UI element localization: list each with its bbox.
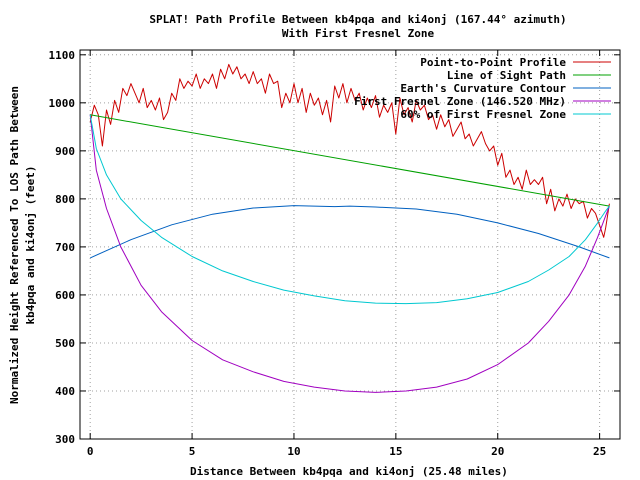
y-tick-label: 600 xyxy=(55,289,75,302)
series-line-earth-s-curvature-contour xyxy=(89,205,610,259)
x-tick-label: 5 xyxy=(189,445,196,458)
y-tick-label: 800 xyxy=(55,193,75,206)
y-tick-label: 400 xyxy=(55,385,75,398)
y-tick-label: 500 xyxy=(55,337,75,350)
series-line-line-of-sight-path xyxy=(90,114,610,207)
y-tick-label: 300 xyxy=(55,433,75,446)
chart-title: SPLAT! Path Profile Between kb4pqa and k… xyxy=(149,13,566,26)
y-tick-label: 900 xyxy=(55,145,75,158)
legend-label: First Fresnel Zone (146.520 MHz) xyxy=(354,95,566,108)
y-tick-label: 700 xyxy=(55,241,75,254)
legend-label: Earth's Curvature Contour xyxy=(400,82,566,95)
chart-subtitle: With First Fresnel Zone xyxy=(282,27,435,40)
y-axis-label-line1: Normalized Height Referenced To LOS Path… xyxy=(8,86,21,404)
x-axis-label: Distance Between kb4pqa and ki4onj (25.4… xyxy=(190,465,508,478)
x-tick-label: 10 xyxy=(287,445,300,458)
grid xyxy=(80,50,620,440)
legend-label: Line of Sight Path xyxy=(447,69,566,82)
x-tick-label: 15 xyxy=(389,445,402,458)
series-line-60-of-first-fresnel-zone xyxy=(89,114,610,305)
series-lines xyxy=(89,63,610,393)
series-line-point-to-point-profile xyxy=(89,63,610,238)
y-axis-label-line2: kb4pqa and ki4onj (feet) xyxy=(24,166,37,325)
y-tick-label: 1000 xyxy=(49,97,76,110)
plot-frame xyxy=(79,49,621,440)
legend-label: 60% of First Fresnel Zone xyxy=(400,108,566,121)
x-tick-label: 20 xyxy=(491,445,504,458)
x-tick-label: 25 xyxy=(593,445,606,458)
series-line-first-fresnel-zone-146-520-mhz xyxy=(89,114,610,393)
legend-label: Point-to-Point Profile xyxy=(420,56,566,69)
axis-ticks: 300 400 500 600 700 800 900 1000 1100 0 5 10 15 20 25 xyxy=(49,49,620,458)
y-tick-label: 1100 xyxy=(49,49,76,62)
x-tick-label: 0 xyxy=(87,445,94,458)
